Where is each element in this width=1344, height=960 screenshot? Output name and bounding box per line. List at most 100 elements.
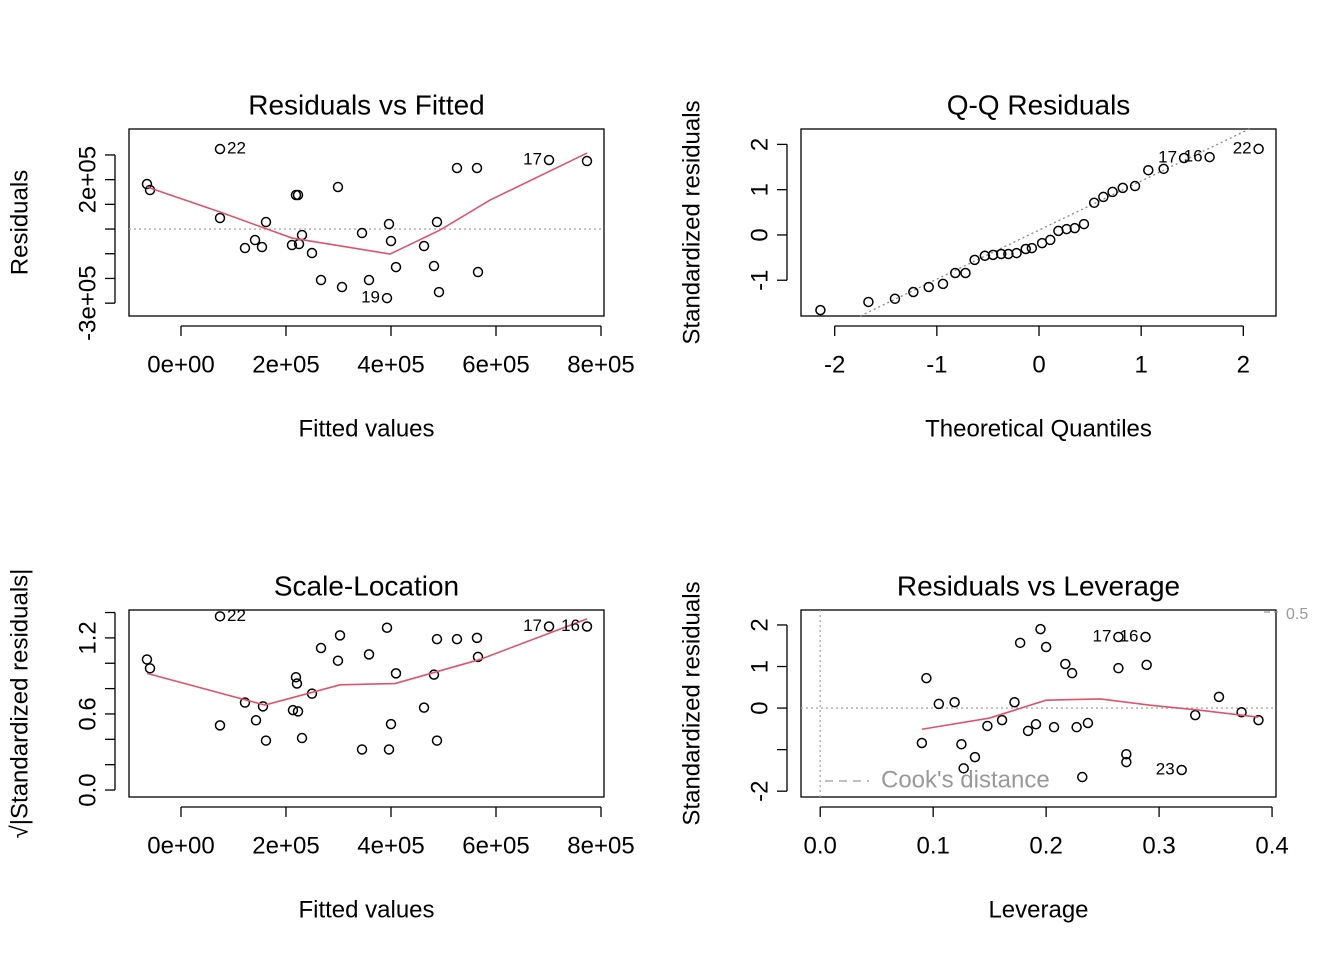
point [937, 278, 949, 290]
point [356, 744, 368, 755]
x-tick-label: 8e+05 [567, 351, 634, 378]
x-tick-label: 0e+00 [147, 351, 214, 378]
point [956, 738, 967, 750]
point [1078, 218, 1090, 230]
point [1088, 197, 1100, 209]
x-axis-label: Leverage [988, 896, 1088, 923]
point [1082, 717, 1094, 729]
point [431, 216, 443, 228]
point [291, 678, 303, 689]
point [969, 751, 981, 763]
y-tick-label: 1 [746, 183, 773, 196]
x-tick-label: 0.1 [916, 832, 949, 859]
point-label: 17 [1092, 626, 1111, 645]
point [334, 630, 346, 641]
point [960, 267, 971, 279]
point [1030, 719, 1042, 730]
x-tick-label: 6e+05 [462, 832, 529, 859]
y-tick-label: -3e+05 [74, 265, 101, 340]
plot-box [128, 609, 605, 798]
point [214, 720, 226, 731]
point [1253, 714, 1264, 726]
point [296, 732, 308, 744]
y-axis-label: Standardized residuals [678, 581, 705, 825]
point [306, 247, 318, 259]
point [1098, 191, 1109, 203]
point [815, 304, 826, 316]
point [916, 737, 928, 749]
point [141, 654, 153, 665]
x-tick-label: -1 [926, 351, 947, 378]
y-axis-label: Standardized residuals [678, 100, 705, 344]
x-tick-label: 6e+05 [462, 351, 529, 378]
point [1158, 163, 1169, 175]
point [381, 622, 393, 633]
point [1048, 721, 1060, 733]
x-axis-label: Fitted values [298, 896, 434, 923]
point [1040, 641, 1052, 653]
point [995, 248, 1007, 260]
point [543, 154, 555, 166]
point [332, 181, 344, 193]
point [315, 274, 327, 286]
point [1014, 637, 1026, 649]
point [214, 611, 226, 622]
point [332, 655, 344, 666]
y-axis-label: √|Standardized residuals| [6, 569, 33, 839]
point [239, 697, 251, 708]
y-tick-label: 2e+05 [74, 146, 101, 213]
point [356, 227, 368, 239]
x-tick-label: 8e+05 [567, 832, 634, 859]
x-tick-label: 2e+05 [252, 832, 319, 859]
point [1020, 243, 1031, 255]
y-tick-label: 1 [746, 660, 773, 673]
x-tick-label: 0.0 [804, 832, 837, 859]
x-axis-label: Fitted values [298, 415, 434, 442]
smooth-line [146, 618, 588, 706]
point [1011, 247, 1022, 259]
x-tick-label: 0.2 [1029, 832, 1062, 859]
point-label: 22 [227, 139, 246, 158]
point [141, 178, 153, 190]
point [418, 702, 430, 713]
point [260, 735, 272, 746]
point [250, 715, 262, 726]
point [390, 261, 402, 273]
point [363, 649, 375, 660]
point [471, 162, 483, 174]
point [921, 672, 932, 684]
x-tick-label: 0 [1032, 351, 1045, 378]
point [1236, 706, 1247, 718]
y-tick-label: 0.6 [74, 697, 101, 730]
point [1009, 697, 1020, 708]
panel-title: Scale-Location [274, 570, 459, 601]
x-tick-label: -2 [824, 351, 845, 378]
point-label: 17 [1158, 147, 1177, 166]
point [863, 296, 874, 308]
point [1060, 658, 1071, 670]
cooks-legend-text: Cook's distance [881, 766, 1050, 793]
point [1066, 667, 1078, 679]
point [1178, 152, 1190, 164]
cooks-contour-label: 0.5 [1286, 606, 1308, 623]
x-tick-label: 1 [1134, 351, 1147, 378]
point [1176, 764, 1187, 776]
point [336, 281, 348, 293]
point [290, 671, 302, 683]
point [1121, 756, 1132, 768]
smooth-line [921, 698, 1259, 731]
x-tick-label: 0e+00 [147, 832, 214, 859]
point [982, 720, 993, 732]
point [1071, 721, 1082, 733]
y-axis-label: Residuals [6, 170, 33, 275]
point [1213, 691, 1225, 703]
point [431, 633, 443, 645]
point [383, 744, 395, 755]
point [996, 714, 1008, 726]
point [239, 242, 251, 254]
y-tick-label: 1.2 [74, 621, 101, 654]
panel-title: Q-Q Residuals [947, 89, 1131, 120]
smooth-line [146, 152, 588, 255]
point [1022, 725, 1034, 737]
point [315, 642, 327, 654]
